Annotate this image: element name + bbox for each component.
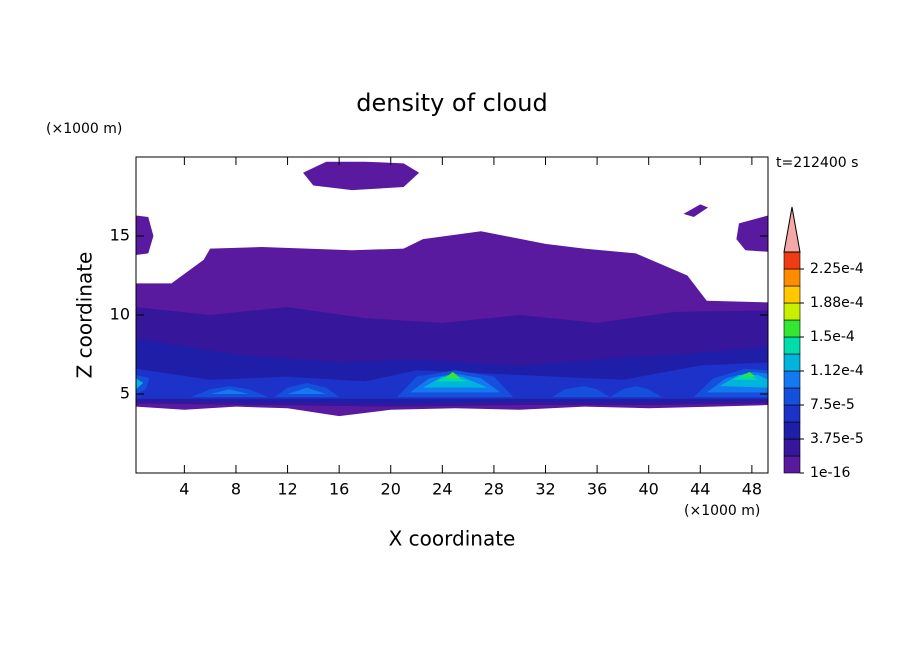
x-tick-label: 48 (742, 480, 762, 499)
contour-region (683, 204, 709, 218)
x-axis-label: X coordinate (389, 527, 516, 551)
colorbar-band (783, 251, 801, 270)
time-label: t=212400 s (776, 155, 858, 171)
colorbar: 1e-16 3.75e-5 7.5e-5 1.12e-4 1.5e-4 1.88e-4 2.… (783, 206, 864, 481)
x-tick-label: 32 (535, 480, 555, 499)
colorbar-band (783, 353, 801, 372)
colorbar-band (783, 404, 801, 423)
contour-region (303, 161, 420, 191)
colorbar-label: 1.5e-4 (810, 329, 855, 345)
y-tick-label: 10 (110, 305, 130, 324)
colorbar-label: 2.25e-4 (810, 261, 864, 277)
x-tick-label: 20 (381, 480, 401, 499)
x-tick-label: 28 (484, 480, 504, 499)
colorbar-label: 3.75e-5 (810, 431, 864, 447)
colorbar-label: 1e-16 (810, 465, 850, 481)
colorbar-band (783, 455, 801, 474)
colorbar-band (783, 370, 801, 389)
contour-region (736, 215, 768, 252)
x-tick-label: 4 (179, 480, 189, 499)
colorbar-band (783, 319, 801, 338)
contour-region (287, 387, 327, 394)
colorbar-extension (783, 206, 801, 253)
colorbar-band (783, 387, 801, 406)
colorbar-band (783, 438, 801, 457)
colorbar-band (783, 302, 801, 321)
y-unit: (×1000 m) (46, 121, 122, 137)
contour-region (136, 378, 144, 390)
contour-region (422, 376, 488, 388)
x-tick-label: 16 (329, 480, 349, 499)
contour-region (444, 371, 461, 379)
y-tick-label: 5 (120, 384, 130, 403)
colorbar-band (783, 336, 801, 355)
x-tick-label: 8 (231, 480, 241, 499)
x-tick-label: 36 (587, 480, 607, 499)
contour-region (610, 386, 662, 398)
contour-region (210, 389, 249, 394)
x-unit: (×1000 m) (684, 503, 760, 519)
colorbar-label: 7.5e-5 (810, 397, 855, 413)
contour-region (741, 371, 756, 377)
contour-region (551, 386, 610, 398)
colorbar-label: 1.12e-4 (810, 363, 864, 379)
contour-region (719, 375, 768, 388)
y-tick-label: 15 (110, 226, 130, 245)
x-tick-label: 12 (277, 480, 297, 499)
colorbar-band (783, 285, 801, 304)
colorbar-label: 1.88e-4 (810, 295, 864, 311)
x-tick-label: 24 (432, 480, 452, 499)
x-tick-label: 40 (639, 480, 659, 499)
chart-title: density of cloud (356, 89, 547, 117)
contour-region (136, 215, 154, 255)
colorbar-band (783, 421, 801, 440)
plot-area (136, 161, 768, 417)
colorbar-band (783, 268, 801, 287)
y-axis-label: Z coordinate (73, 252, 97, 379)
x-tick-label: 44 (690, 480, 710, 499)
contour-region (136, 375, 150, 394)
